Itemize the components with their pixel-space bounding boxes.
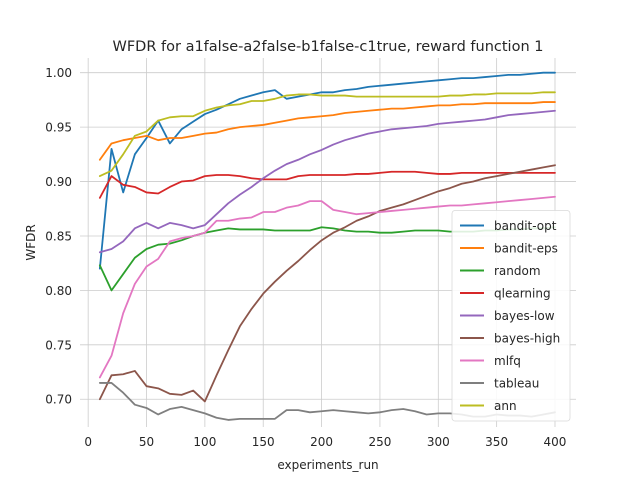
legend-label-bayes-low: bayes-low bbox=[494, 309, 555, 323]
series-line-mlfq bbox=[98, 195, 556, 379]
legend-label-ann: ann bbox=[494, 399, 517, 413]
x-axis-ticks: 0 50 100 150 200 250 300 350 400 bbox=[84, 435, 566, 449]
x-axis-label: experiments_run bbox=[277, 458, 378, 472]
y-tick-label: 0.75 bbox=[45, 338, 72, 352]
y-tick-label: 0.85 bbox=[45, 229, 72, 243]
x-tick-label: 150 bbox=[252, 435, 275, 449]
legend-label-bandit-eps: bandit-eps bbox=[494, 242, 558, 256]
y-tick-label: 0.70 bbox=[45, 393, 72, 407]
x-tick-label: 50 bbox=[139, 435, 154, 449]
x-tick-label: 400 bbox=[544, 435, 567, 449]
series-lines bbox=[98, 71, 556, 421]
y-axis-ticks: 0.70 0.75 0.80 0.85 0.90 0.95 1.00 bbox=[45, 66, 72, 407]
legend-label-qlearning: qlearning bbox=[494, 287, 551, 301]
y-tick-label: 0.80 bbox=[45, 284, 72, 298]
legend-label-bayes-high: bayes-high bbox=[494, 332, 560, 346]
x-tick-label: 300 bbox=[427, 435, 450, 449]
series-line-bayes-high bbox=[98, 164, 556, 403]
legend-box bbox=[451, 210, 571, 422]
series-line-qlearning bbox=[98, 170, 556, 199]
legend-label-bandit-opt: bandit-opt bbox=[494, 219, 557, 233]
y-tick-label: 1.00 bbox=[45, 66, 72, 80]
legend: bandit-opt bandit-eps random qlearning bayes… bbox=[451, 210, 571, 422]
x-tick-label: 0 bbox=[84, 435, 92, 449]
x-tick-label: 200 bbox=[310, 435, 333, 449]
chart-title: WFDR for a1false-a2false-b1false-c1true,… bbox=[113, 39, 544, 55]
series-line-bandit-eps bbox=[98, 101, 556, 161]
series-line-bayes-low bbox=[98, 109, 556, 254]
x-tick-label: 100 bbox=[193, 435, 216, 449]
x-tick-label: 250 bbox=[368, 435, 391, 449]
series-line-bandit-opt bbox=[98, 71, 556, 270]
y-axis-label: WFDR bbox=[24, 224, 38, 260]
legend-label-tableau: tableau bbox=[494, 377, 539, 391]
x-tick-label: 350 bbox=[485, 435, 508, 449]
legend-label-mlfq: mlfq bbox=[494, 354, 521, 368]
y-tick-label: 0.90 bbox=[45, 175, 72, 189]
y-tick-label: 0.95 bbox=[45, 121, 72, 135]
legend-label-random: random bbox=[494, 264, 541, 278]
series-line-ann bbox=[98, 91, 556, 178]
